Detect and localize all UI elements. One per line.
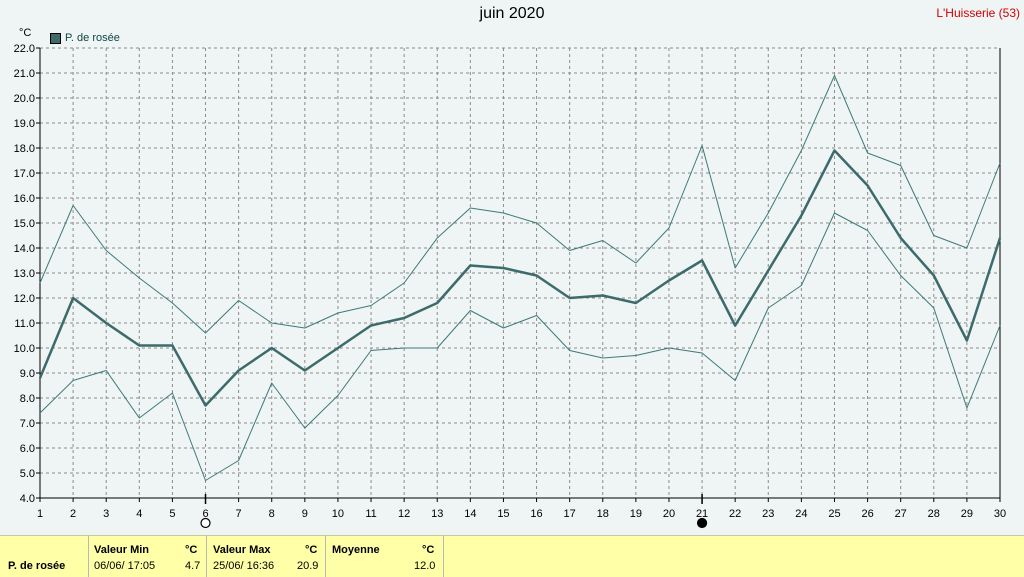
avg-unit: °C — [422, 544, 435, 556]
x-tick-label: 17 — [564, 508, 576, 520]
stats-footer: P. de rosée Valeur Min °C 06/06/ 17:05 4… — [0, 535, 1024, 577]
x-tick-label: 7 — [236, 508, 242, 520]
x-tick-label: 3 — [103, 508, 109, 520]
x-tick-label: 28 — [928, 508, 940, 520]
avg-value: 12.0 — [414, 560, 436, 572]
x-tick-label: 15 — [497, 508, 509, 520]
legend-label: P. de rosée — [65, 32, 120, 44]
x-tick-label: 23 — [762, 508, 774, 520]
x-tick-label: 27 — [895, 508, 907, 520]
station-name: L'Huisserie (53) — [936, 6, 1020, 20]
x-tick-label: 21 — [696, 508, 708, 520]
y-tick-label: 14.0 — [14, 243, 35, 255]
x-tick-label: 16 — [530, 508, 542, 520]
x-tick-label: 25 — [828, 508, 840, 520]
series-line-min — [39, 212, 1001, 481]
x-tick-label: 30 — [994, 508, 1006, 520]
y-tick-label: 20.0 — [14, 93, 35, 105]
y-tick-label: 18.0 — [14, 143, 35, 155]
y-tick-label: 17.0 — [14, 168, 35, 180]
y-tick-label: 10.0 — [14, 343, 35, 355]
x-tick-label: 29 — [961, 508, 973, 520]
chart-title: juin 2020 — [479, 5, 545, 22]
legend: P. de rosée — [50, 32, 120, 44]
y-axis-unit: °C — [19, 27, 32, 39]
x-tick-label: 2 — [70, 508, 76, 520]
y-tick-label: 11.0 — [14, 318, 35, 330]
x-tick-label: 14 — [464, 508, 476, 520]
max-header: Valeur Max — [213, 544, 271, 556]
y-tick-label: 12.0 — [14, 293, 35, 305]
max-unit: °C — [305, 544, 318, 556]
x-tick-label: 18 — [597, 508, 609, 520]
x-tick-label: 5 — [169, 508, 175, 520]
max-date: 25/06/ 16:36 — [213, 560, 275, 572]
new-moon-icon — [696, 517, 708, 529]
x-tick-label: 13 — [431, 508, 443, 520]
chart-area: 4.05.06.07.08.09.010.011.012.013.014.015… — [14, 43, 1006, 529]
x-tick-label: 8 — [269, 508, 275, 520]
x-tick-label: 26 — [861, 508, 873, 520]
full-moon-icon — [200, 517, 211, 529]
min-value: 4.7 — [185, 560, 201, 572]
x-tick-label: 19 — [630, 508, 642, 520]
x-tick-label: 1 — [37, 508, 43, 520]
y-tick-label: 19.0 — [14, 118, 35, 130]
y-tick-label: 9.0 — [20, 368, 35, 380]
y-tick-label: 8.0 — [20, 393, 35, 405]
stats-max-cell: Valeur Max °C 25/06/ 16:36 20.9 — [207, 536, 326, 577]
min-unit: °C — [185, 544, 198, 556]
series-line-dew-point — [38, 149, 1002, 407]
avg-header: Moyenne — [332, 544, 380, 556]
stats-min-cell: Valeur Min °C 06/06/ 17:05 4.7 — [89, 536, 207, 577]
min-header: Valeur Min — [94, 544, 150, 556]
y-tick-label: 22.0 — [14, 43, 35, 55]
y-tick-label: 6.0 — [20, 443, 35, 455]
y-tick-label: 15.0 — [14, 218, 35, 230]
x-tick-label: 9 — [302, 508, 308, 520]
x-tick-label: 6 — [202, 508, 208, 520]
y-tick-label: 4.0 — [20, 493, 35, 505]
legend-swatch — [50, 32, 61, 44]
y-tick-label: 5.0 — [20, 468, 35, 480]
stats-row-label-cell: P. de rosée — [0, 536, 89, 577]
stats-row-label: P. de rosée — [8, 560, 66, 572]
series-line-max — [39, 75, 1001, 334]
y-tick-label: 21.0 — [14, 68, 35, 80]
y-tick-label: 16.0 — [14, 193, 35, 205]
y-tick-label: 7.0 — [20, 418, 35, 430]
min-date: 06/06/ 17:05 — [94, 560, 156, 572]
y-tick-label: 13.0 — [14, 268, 35, 280]
x-tick-label: 22 — [729, 508, 741, 520]
x-tick-label: 10 — [332, 508, 344, 520]
max-value: 20.9 — [297, 560, 319, 572]
x-tick-label: 24 — [795, 508, 807, 520]
x-tick-label: 12 — [398, 508, 410, 520]
stats-avg-cell: Moyenne °C 12.0 — [326, 536, 444, 577]
x-tick-label: 11 — [365, 508, 376, 520]
x-tick-label: 20 — [663, 508, 675, 520]
x-tick-label: 4 — [136, 508, 142, 520]
